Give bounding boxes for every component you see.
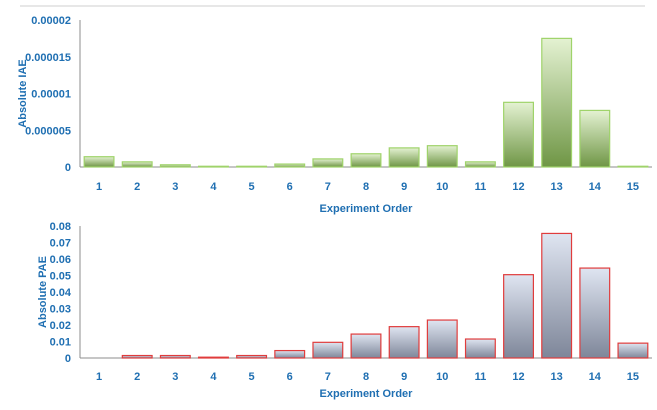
iae-x-axis-title: Experiment Order bbox=[320, 203, 414, 215]
iae-bar-9 bbox=[388, 147, 420, 168]
iae-bar-8 bbox=[350, 153, 382, 168]
pae-y-tick-label: 0.07 bbox=[50, 238, 71, 250]
pae-bar-9 bbox=[388, 326, 420, 359]
iae-x-tick-label: 8 bbox=[363, 181, 369, 193]
iae-bar-12 bbox=[503, 101, 535, 168]
pae-x-tick-label: 6 bbox=[287, 371, 293, 383]
pae-bar-13 bbox=[541, 232, 573, 359]
pae-y-ticks: 0 0.01 0.02 0.03 0.04 0.05 0.06 0.07 0.08 bbox=[50, 221, 72, 365]
iae-x-tick-label: 14 bbox=[589, 181, 602, 193]
pae-x-axis-title: Experiment Order bbox=[320, 388, 414, 400]
pae-x-tick-label: 15 bbox=[627, 371, 639, 383]
iae-bars bbox=[83, 37, 649, 168]
iae-y-axis-title: Absolute IAE bbox=[17, 59, 29, 127]
iae-y-tick-label: 0.00001 bbox=[31, 89, 71, 101]
iae-y-tick-label: 0.000015 bbox=[25, 52, 71, 64]
iae-bar-7 bbox=[312, 158, 344, 168]
iae-x-tick-label: 12 bbox=[512, 181, 524, 193]
pae-x-tick-label: 10 bbox=[436, 371, 448, 383]
iae-bar-10 bbox=[426, 145, 458, 168]
pae-bar-12 bbox=[503, 274, 535, 359]
iae-x-tick-label: 15 bbox=[627, 181, 639, 193]
pae-x-tick-label: 11 bbox=[475, 371, 487, 383]
pae-y-tick-label: 0.01 bbox=[50, 337, 71, 349]
pae-x-tick-label: 1 bbox=[96, 371, 102, 383]
pae-x-tick-label: 8 bbox=[363, 371, 369, 383]
pae-bar-5 bbox=[236, 354, 268, 359]
pae-x-tick-label: 12 bbox=[512, 371, 524, 383]
pae-x-tick-label: 5 bbox=[249, 371, 255, 383]
pae-bar-8 bbox=[350, 333, 382, 359]
iae-bar-4 bbox=[197, 165, 229, 168]
iae-x-tick-label: 6 bbox=[287, 181, 293, 193]
iae-bar-5 bbox=[236, 165, 268, 168]
iae-x-tick-label: 4 bbox=[210, 181, 217, 193]
iae-bar-3 bbox=[159, 164, 191, 168]
iae-x-tick-label: 3 bbox=[172, 181, 178, 193]
iae-bar-13 bbox=[541, 37, 573, 168]
iae-x-tick-label: 9 bbox=[401, 181, 407, 193]
pae-y-axis-title: Absolute PAE bbox=[37, 256, 49, 328]
iae-bar-11 bbox=[464, 161, 496, 168]
pae-x-tick-label: 9 bbox=[401, 371, 407, 383]
iae-bar-2 bbox=[121, 161, 153, 168]
pae-bar-3 bbox=[159, 354, 191, 359]
pae-y-tick-label: 0.08 bbox=[50, 221, 71, 233]
iae-y-tick-label: 0 bbox=[65, 162, 71, 174]
iae-bar-6 bbox=[274, 163, 306, 168]
iae-y-tick-label: 0.00002 bbox=[31, 15, 71, 27]
pae-y-tick-label: 0.06 bbox=[50, 254, 71, 266]
iae-y-ticks: 0 0.000005 0.00001 0.000015 0.00002 bbox=[25, 15, 71, 174]
pae-bar-4 bbox=[197, 356, 229, 359]
pae-y-tick-label: 0 bbox=[65, 353, 71, 365]
pae-x-tick-label: 14 bbox=[589, 371, 602, 383]
pae-bar-11 bbox=[464, 338, 496, 359]
pae-x-tick-label: 4 bbox=[210, 371, 217, 383]
iae-y-tick-label: 0.000005 bbox=[25, 125, 71, 137]
pae-y-tick-label: 0.02 bbox=[50, 320, 71, 332]
pae-bar-15 bbox=[617, 342, 649, 359]
iae-x-tick-label: 7 bbox=[325, 181, 331, 193]
pae-x-tick-label: 3 bbox=[172, 371, 178, 383]
pae-bar-2 bbox=[121, 354, 153, 359]
pae-y-tick-label: 0.05 bbox=[50, 271, 71, 283]
pae-y-tick-label: 0.03 bbox=[50, 304, 71, 316]
pae-x-tick-label: 7 bbox=[325, 371, 331, 383]
iae-bar-14 bbox=[579, 109, 611, 168]
pae-bar-14 bbox=[579, 267, 611, 359]
iae-x-tick-label: 2 bbox=[134, 181, 140, 193]
pae-bars bbox=[121, 232, 649, 359]
pae-x-ticks: 1 2 3 4 5 6 7 8 9 10 11 12 13 14 15 bbox=[96, 371, 639, 383]
iae-bar-15 bbox=[617, 165, 649, 168]
pae-y-tick-label: 0.04 bbox=[50, 287, 72, 299]
pae-x-tick-label: 2 bbox=[134, 371, 140, 383]
pae-bar-6 bbox=[274, 349, 306, 359]
iae-x-tick-label: 13 bbox=[551, 181, 563, 193]
pae-bar-10 bbox=[426, 319, 458, 359]
iae-x-tick-label: 10 bbox=[436, 181, 448, 193]
iae-x-ticks: 1 2 3 4 5 6 7 8 9 10 11 12 13 14 15 bbox=[96, 181, 639, 193]
iae-bar-1 bbox=[83, 156, 115, 168]
pae-bar-7 bbox=[312, 341, 344, 359]
iae-x-tick-label: 5 bbox=[249, 181, 255, 193]
iae-x-tick-label: 1 bbox=[96, 181, 102, 193]
pae-x-tick-label: 13 bbox=[551, 371, 563, 383]
iae-x-tick-label: 11 bbox=[475, 181, 487, 193]
